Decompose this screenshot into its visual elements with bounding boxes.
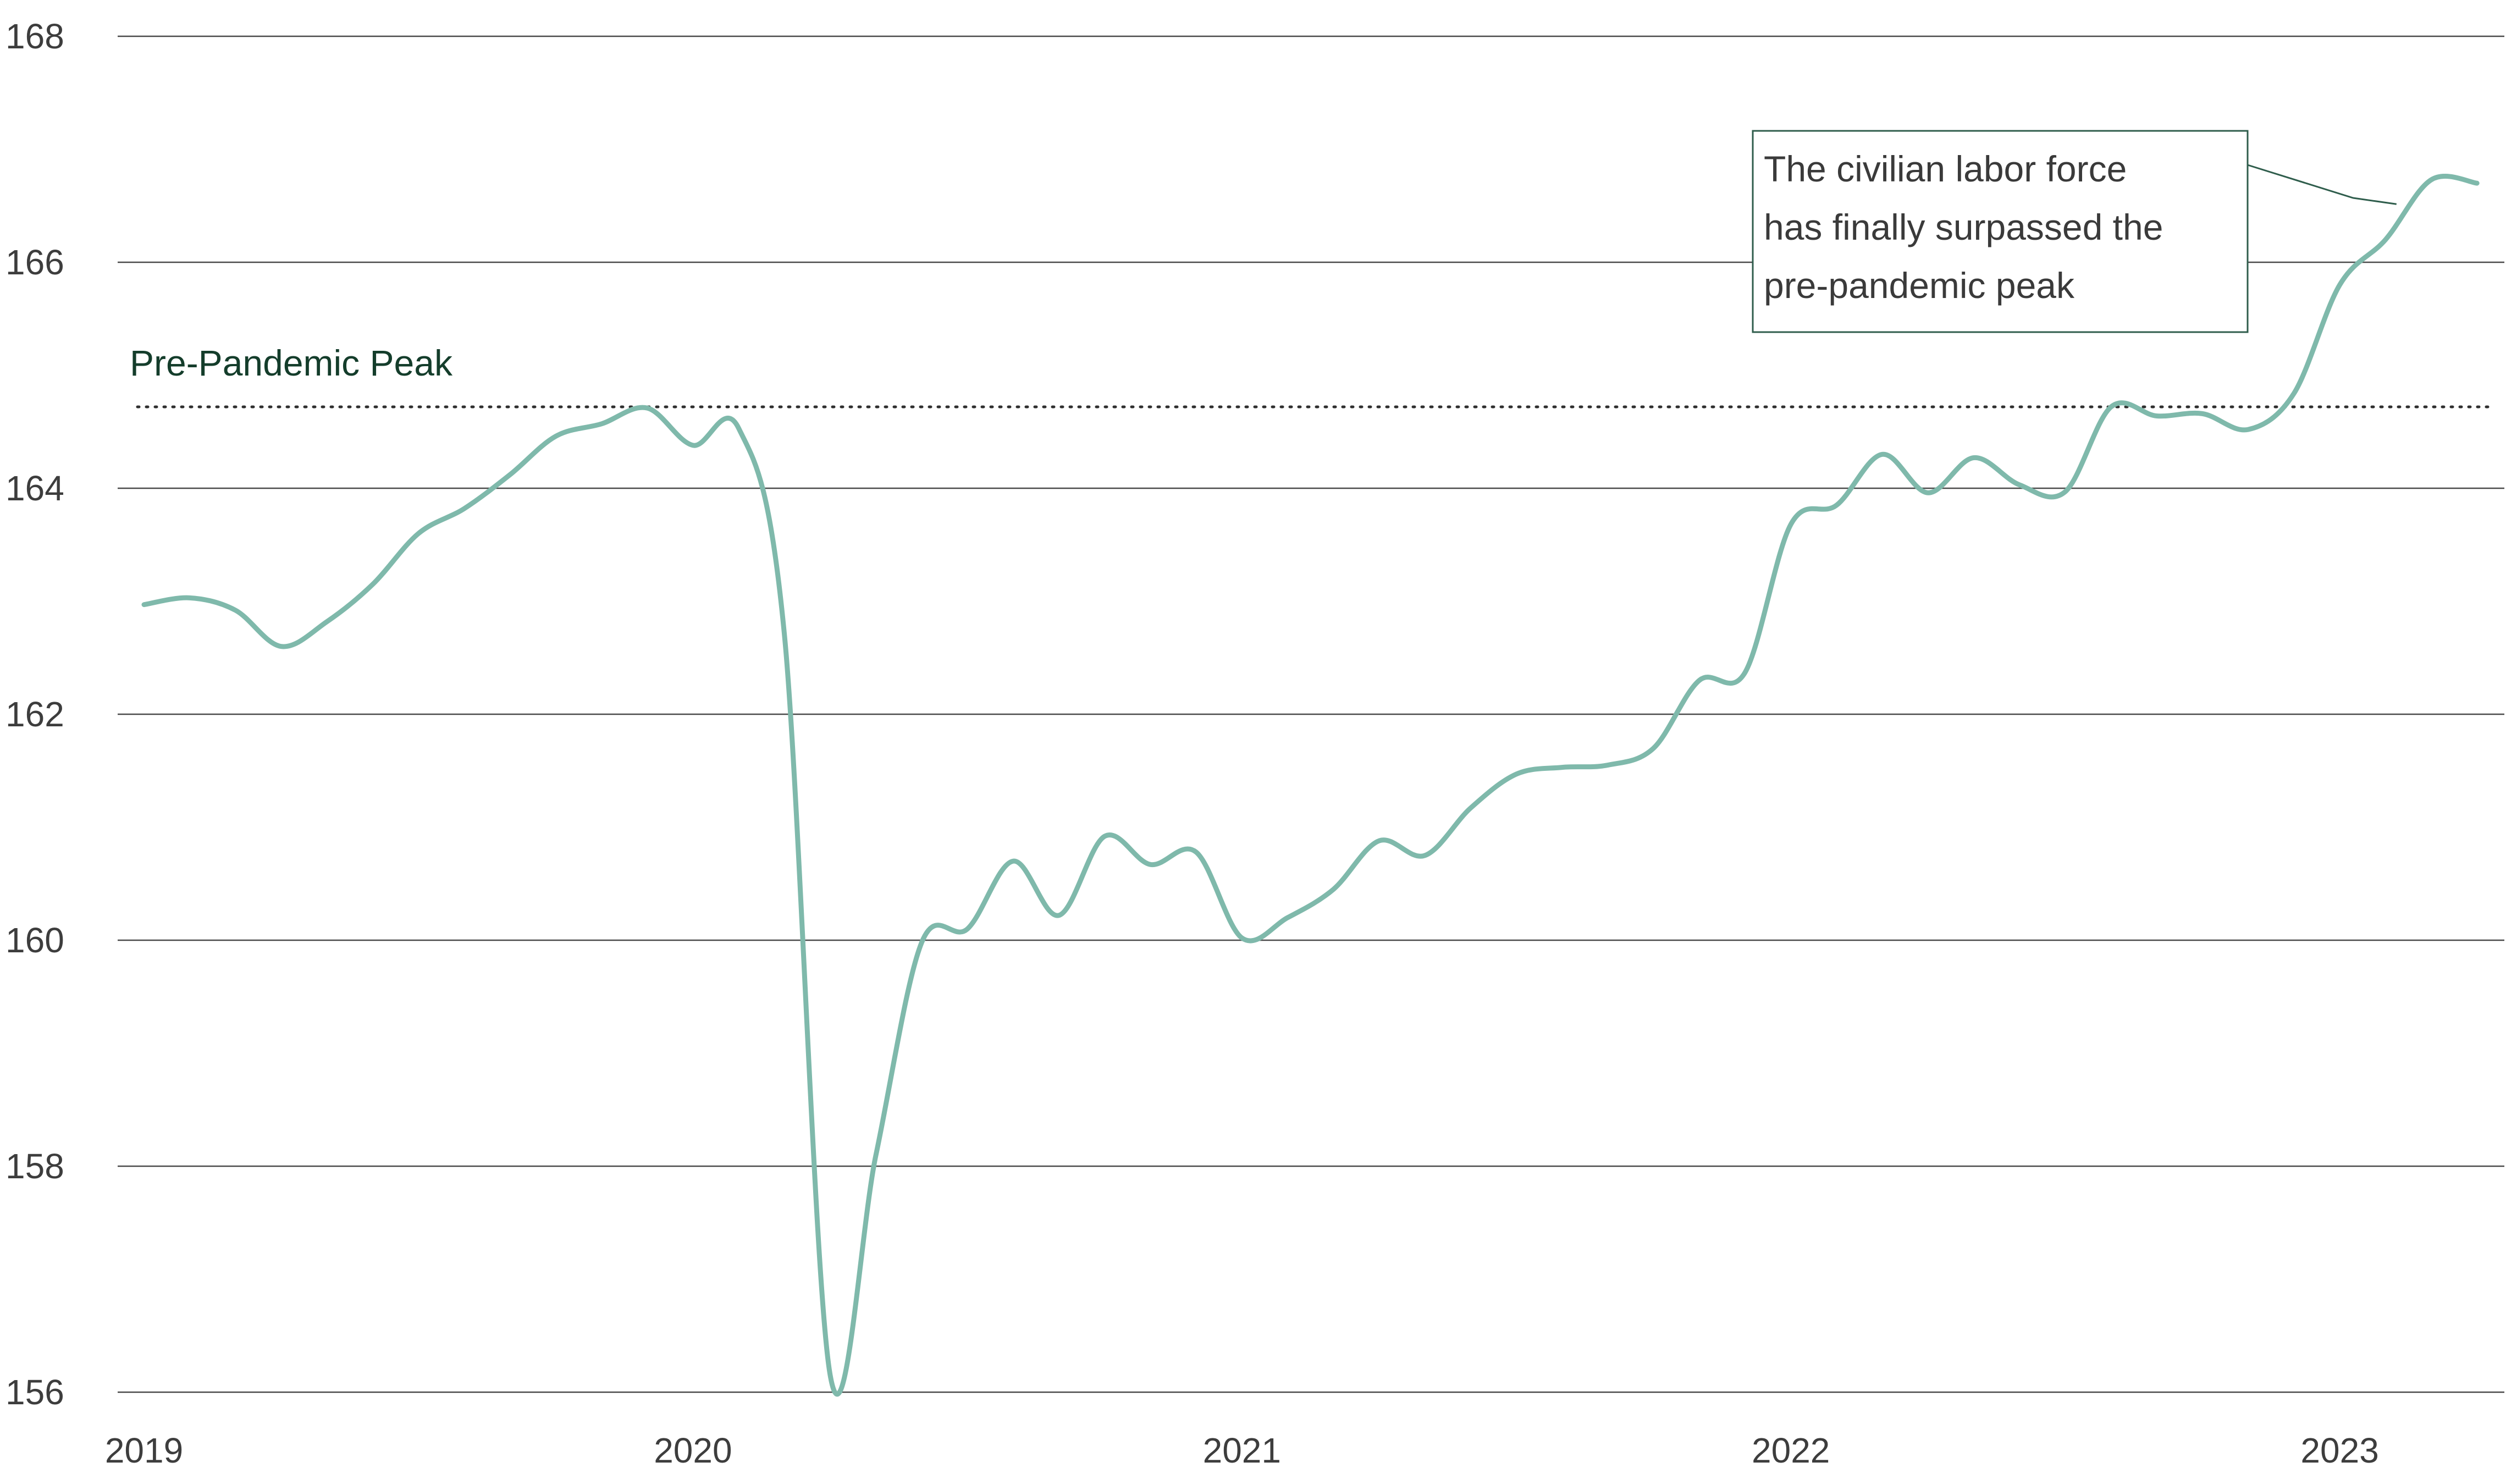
x-tick-2019: 2019 xyxy=(105,1431,183,1470)
x-tick-2021: 2021 xyxy=(1203,1431,1281,1470)
x-tick-2020: 2020 xyxy=(654,1431,732,1470)
annotation-leader-line xyxy=(2247,164,2397,205)
y-tick-158: 158 xyxy=(5,1146,64,1186)
reference-line-group: Pre-Pandemic Peak xyxy=(130,343,2495,409)
y-gridlines xyxy=(118,35,2504,1393)
x-tick-labels: 2019 2020 2021 2022 2023 xyxy=(105,1431,2379,1470)
y-tick-156: 156 xyxy=(5,1372,64,1412)
series-group xyxy=(141,174,2480,1397)
annotation-line-1: The civilian labor force xyxy=(1764,148,2127,189)
annotation-line-2: has finally surpassed the xyxy=(1764,207,2163,247)
labor-force-series-line xyxy=(141,174,2480,1397)
annotation-box xyxy=(1752,130,2249,333)
annotation-line-3: pre-pandemic peak xyxy=(1764,265,2075,306)
pre-pandemic-peak-label: Pre-Pandemic Peak xyxy=(130,343,453,383)
y-tick-166: 166 xyxy=(5,242,64,282)
x-tick-2023: 2023 xyxy=(2300,1431,2378,1470)
y-tick-164: 164 xyxy=(5,468,64,508)
y-tick-labels: 156 158 160 162 164 166 168 xyxy=(5,16,64,1412)
y-tick-162: 162 xyxy=(5,694,64,734)
annotation-group: The civilian labor force has finally surp… xyxy=(1752,130,2397,333)
x-tick-2022: 2022 xyxy=(1752,1431,1830,1470)
y-tick-168: 168 xyxy=(5,16,64,56)
y-tick-160: 160 xyxy=(5,920,64,960)
